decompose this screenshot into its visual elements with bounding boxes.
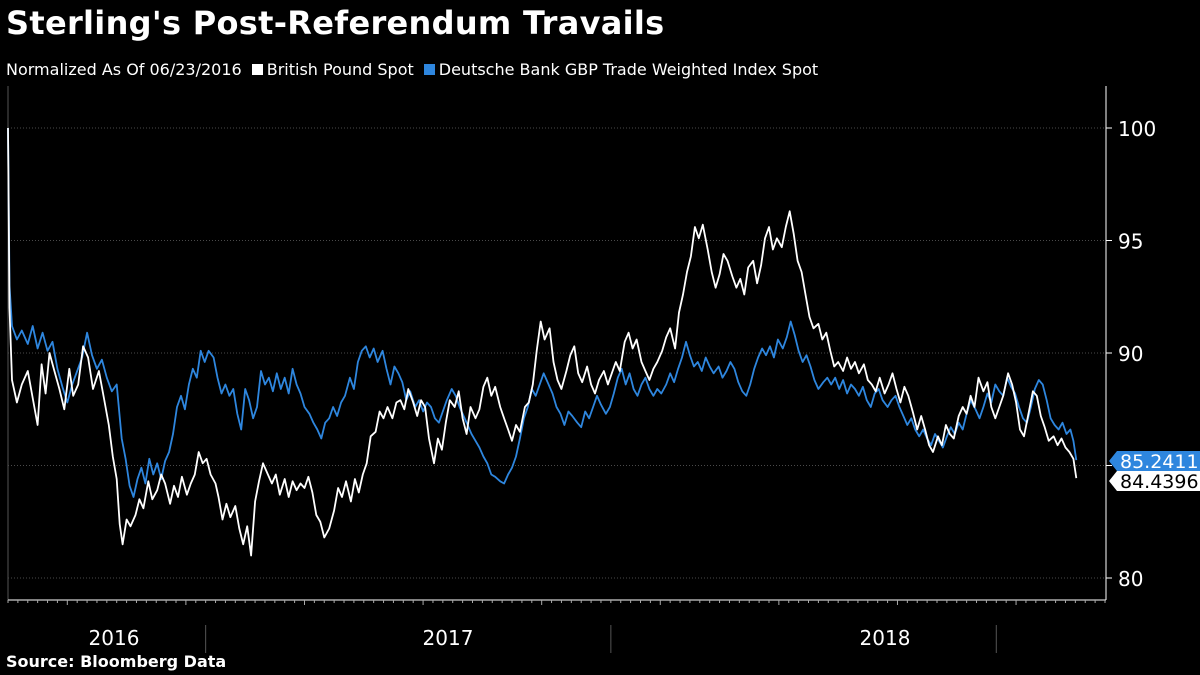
y-tick-label-80: 80 xyxy=(1118,567,1143,591)
legend-swatch-index xyxy=(423,64,435,75)
y-tick-label-95: 95 xyxy=(1118,230,1143,254)
y-tick-label-100: 100 xyxy=(1118,117,1156,141)
series-line-pound xyxy=(7,127,1078,557)
source-note: Source: Bloomberg Data xyxy=(6,652,227,671)
legend-label-pound: British Pound Spot xyxy=(266,60,414,79)
legend-label-index: Deutsche Bank GBP Trade Weighted Index S… xyxy=(438,60,819,79)
last-value-label-pound-text: 84.4396 xyxy=(1120,471,1199,493)
last-value-label-pound: 84.4396 xyxy=(1109,471,1200,493)
last-value-label-index: 85.2411 xyxy=(1109,451,1200,473)
last-value-label-pound-bg xyxy=(1109,471,1200,491)
last-value-label-index-text: 85.2411 xyxy=(1120,451,1199,473)
last-value-label-index-bg xyxy=(1109,451,1200,471)
chart-title: Sterling's Post-Referendum Travails xyxy=(6,4,665,42)
x-year-label-2018: 2018 xyxy=(860,626,911,650)
y-tick-label-90: 90 xyxy=(1118,342,1143,366)
legend-note: Normalized As Of 06/23/2016 xyxy=(6,60,242,79)
legend-swatch-pound xyxy=(251,64,263,75)
legend: Normalized As Of 06/23/2016 British Poun… xyxy=(6,60,818,79)
series-line-trade-index xyxy=(7,127,1078,498)
x-year-label-2016: 2016 xyxy=(89,626,140,650)
x-year-label-2017: 2017 xyxy=(423,626,474,650)
